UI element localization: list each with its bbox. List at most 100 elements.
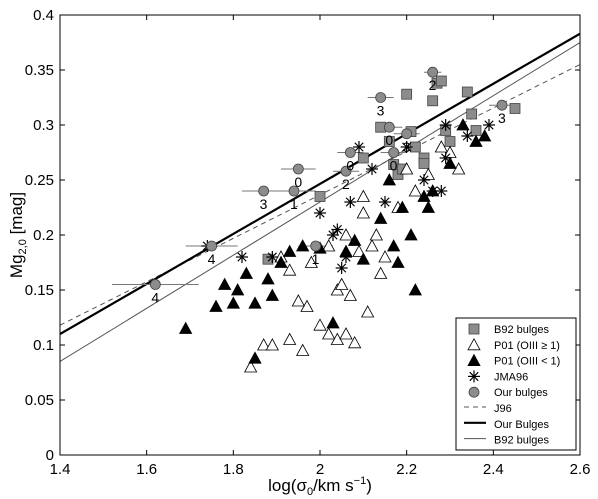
x-tick-label: 1.6 [136, 461, 157, 478]
marker-triangle-filled [326, 316, 340, 329]
marker-asterisk [379, 196, 391, 208]
marker-square [466, 108, 478, 120]
marker-circle [383, 121, 395, 133]
marker-circle [375, 92, 387, 103]
marker-circle [344, 147, 356, 158]
y-tick-label: 0.15 [25, 282, 54, 299]
marker-triangle-filled [382, 173, 397, 186]
marker-asterisk [483, 119, 495, 131]
marker-triangle-open [339, 228, 353, 241]
marker-triangle-filled [274, 255, 288, 268]
marker-asterisk [426, 185, 439, 197]
marker-triangle-open [282, 332, 297, 345]
marker-triangle-open [321, 239, 336, 252]
point-label: 3 [403, 139, 411, 155]
point-label: 2 [429, 77, 437, 93]
asterisk-stroke [419, 175, 429, 185]
asterisk-stroke [440, 153, 451, 163]
marker-triangle-filled [404, 228, 418, 241]
marker-triangle-open [356, 206, 371, 219]
marker-triangle-filled [408, 283, 423, 296]
marker-triangle-filled [261, 272, 275, 285]
asterisk-stroke [341, 252, 351, 262]
legend: B92 bulges P01 (OIII ≥ 1) P01 (OIII < 1) JM… [455, 317, 577, 451]
marker-triangle-open [378, 250, 392, 263]
marker-asterisk [366, 163, 378, 175]
marker-triangle-filled [443, 156, 457, 169]
marker-triangle-open [265, 338, 280, 351]
marker-asterisk [340, 251, 352, 263]
marker-triangle-filled [395, 200, 410, 213]
marker-square [418, 158, 430, 169]
point-label: 1 [312, 251, 320, 267]
point-label: 4 [151, 290, 159, 306]
asterisk-stroke [332, 224, 343, 235]
marker-triangle-filled [265, 288, 280, 301]
marker-triangle-open [282, 263, 297, 276]
marker-triangle-open [365, 239, 379, 252]
y-tick-label: 0.35 [25, 62, 54, 79]
marker-asterisk [439, 152, 452, 164]
point-label: 0 [390, 158, 398, 174]
asterisk-stroke [345, 197, 356, 207]
marker-triangle-open [373, 266, 388, 279]
point-label: 0 [294, 174, 302, 190]
marker-circle [310, 240, 322, 252]
marker-square [262, 253, 274, 265]
marker-asterisk [353, 141, 365, 153]
marker-square [383, 136, 395, 147]
marker-circle [427, 66, 439, 78]
marker-asterisk [418, 174, 430, 186]
data-points [149, 66, 521, 373]
marker-triangle-filled [356, 252, 371, 265]
point-label: 1 [290, 196, 298, 212]
marker-triangle-filled [209, 299, 223, 312]
marker-square [427, 95, 439, 107]
marker-circle [292, 163, 304, 175]
y-tick-label: 0.2 [33, 227, 54, 244]
marker-triangle-filled [421, 200, 436, 213]
asterisk-stroke [380, 197, 390, 207]
marker-triangle-filled [386, 239, 401, 252]
marker-triangle-filled [467, 353, 481, 367]
marker-triangle-open [313, 318, 327, 331]
marker-triangle-filled [295, 239, 310, 252]
marker-triangle-filled [373, 211, 388, 224]
marker-triangle-open [256, 338, 271, 351]
plot-frame [59, 14, 581, 456]
marker-circle [388, 147, 400, 158]
marker-triangle-open [347, 335, 362, 349]
x-tick-label: 1.4 [50, 461, 71, 478]
legend-label: P01 (OIII ≥ 1) [494, 340, 560, 352]
x-tick-label: 2.6 [570, 461, 591, 478]
marker-square [470, 125, 482, 136]
marker-triangle-open [243, 360, 258, 373]
marker-triangle-open [339, 327, 353, 340]
marker-triangle-open [434, 140, 449, 153]
asterisk-stroke [401, 142, 412, 152]
marker-circle [258, 185, 270, 197]
y-tick-label: 0 [46, 447, 54, 464]
marker-square [401, 88, 413, 100]
legend-label: J96 [494, 403, 512, 415]
marker-triangle-open [408, 184, 423, 197]
legend-label: P01 (OIII < 1) [494, 356, 560, 368]
marker-circle [206, 240, 218, 252]
marker-triangle-open [291, 294, 306, 307]
marker-triangle-open [295, 343, 310, 356]
marker-triangle-open [343, 288, 358, 301]
marker-triangle-filled [248, 296, 262, 309]
asterisk-stroke [315, 208, 325, 218]
marker-triangle-filled [391, 255, 405, 268]
x-tick-label: 1.8 [223, 461, 244, 478]
y-tick-label: 0.05 [25, 392, 54, 409]
marker-asterisk [314, 207, 326, 219]
marker-triangle-open [467, 337, 481, 351]
marker-triangle-open [369, 228, 384, 241]
asterisk-stroke [328, 230, 338, 240]
asterisk-stroke [427, 186, 438, 196]
marker-triangle-filled [477, 129, 492, 142]
fit-line [60, 32, 580, 335]
marker-triangle-open [399, 162, 414, 175]
